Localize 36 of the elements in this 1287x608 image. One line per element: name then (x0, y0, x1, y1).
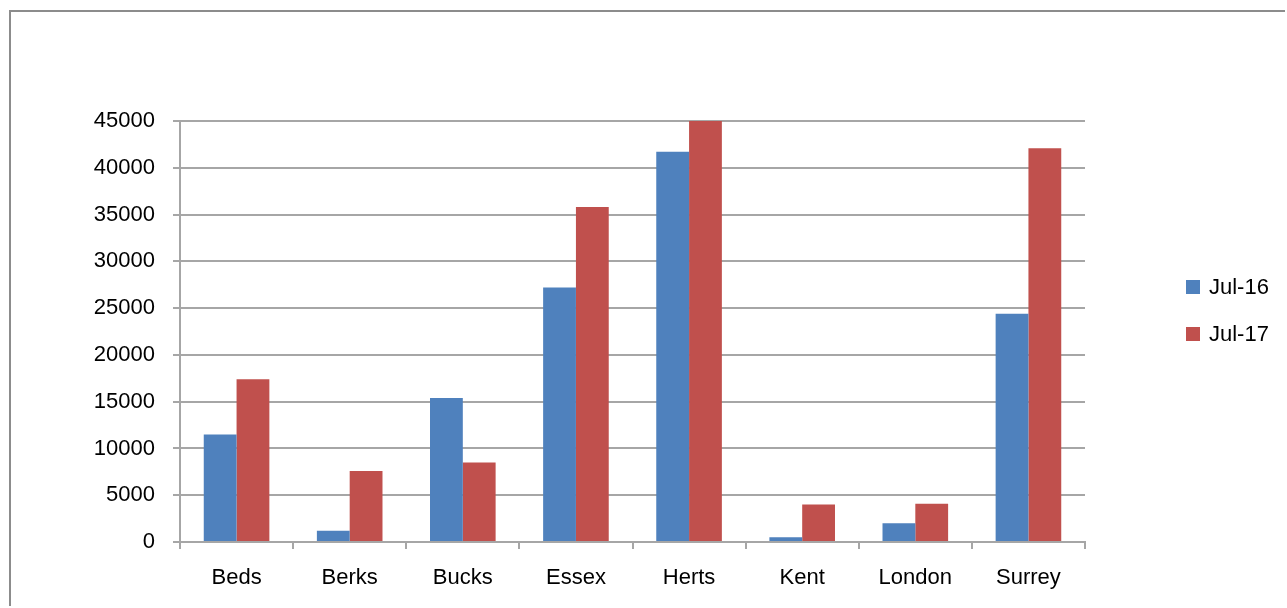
bar (462, 462, 496, 541)
x-tick-label: London (878, 564, 953, 590)
x-tick-label: Essex (545, 564, 606, 590)
bar (915, 503, 949, 541)
y-tick-label: 10000 (93, 434, 155, 460)
bar (769, 537, 803, 541)
bar (349, 470, 383, 541)
bar (882, 523, 916, 541)
x-tick-label: Beds (211, 564, 262, 590)
y-tick-label: 0 (142, 528, 155, 554)
bar (1028, 148, 1062, 541)
bar (203, 434, 237, 541)
bar (995, 313, 1029, 541)
legend-label: Jul-17 (1209, 321, 1269, 346)
y-tick-label: 25000 (93, 294, 155, 320)
x-tick-label: Berks (321, 564, 378, 590)
y-tick-label: 35000 (93, 200, 155, 226)
bar (236, 379, 270, 541)
x-tick-label: Bucks (432, 564, 493, 590)
bar (689, 121, 722, 541)
y-tick-label: 30000 (93, 247, 155, 273)
legend-label: Jul-16 (1209, 274, 1269, 299)
x-tick-label: Surrey (996, 564, 1061, 590)
y-tick-label: 15000 (93, 387, 155, 413)
bar (316, 530, 350, 541)
y-tick-label: 45000 (93, 107, 155, 133)
y-tick-label: 20000 (93, 340, 155, 366)
y-tick-label: 40000 (93, 153, 155, 179)
bar (543, 287, 576, 541)
bar (430, 397, 463, 541)
y-tick-label: 5000 (106, 481, 155, 507)
bar (802, 504, 835, 541)
bar (656, 151, 690, 541)
x-tick-label: Kent (779, 564, 825, 590)
x-tick-label: Herts (662, 564, 716, 590)
bar (575, 207, 609, 541)
